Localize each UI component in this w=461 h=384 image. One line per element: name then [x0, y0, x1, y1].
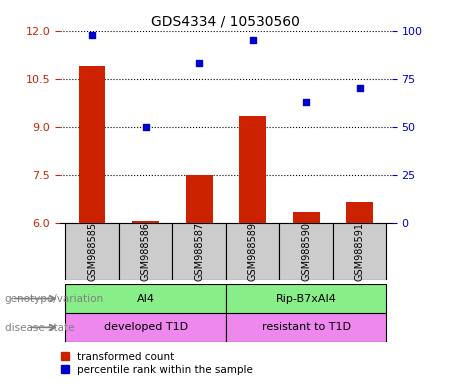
Bar [239, 116, 266, 223]
Text: genotype/variation: genotype/variation [5, 294, 104, 304]
FancyBboxPatch shape [226, 223, 279, 280]
Point [195, 60, 203, 66]
Text: GSM988589: GSM988589 [248, 222, 258, 281]
FancyBboxPatch shape [279, 223, 333, 280]
Title: GDS4334 / 10530560: GDS4334 / 10530560 [152, 14, 300, 28]
Text: AI4: AI4 [136, 293, 154, 304]
Point [89, 31, 96, 38]
Text: developed T1D: developed T1D [104, 322, 188, 333]
Text: resistant to T1D: resistant to T1D [262, 322, 351, 333]
Bar [132, 221, 159, 223]
Legend: transformed count, percentile rank within the sample: transformed count, percentile rank withi… [60, 352, 253, 375]
Point [356, 85, 363, 91]
FancyBboxPatch shape [226, 284, 386, 313]
Text: GSM988585: GSM988585 [87, 222, 97, 281]
Text: disease state: disease state [5, 323, 74, 333]
FancyBboxPatch shape [65, 284, 226, 313]
FancyBboxPatch shape [172, 223, 226, 280]
Point [302, 99, 310, 105]
Point [142, 124, 149, 130]
FancyBboxPatch shape [119, 223, 172, 280]
Text: GSM988587: GSM988587 [194, 222, 204, 281]
Bar [186, 175, 213, 223]
Bar [346, 202, 373, 223]
Text: GSM988591: GSM988591 [355, 222, 365, 281]
Bar [293, 212, 319, 223]
FancyBboxPatch shape [65, 313, 226, 342]
Point [249, 37, 256, 43]
Text: GSM988590: GSM988590 [301, 222, 311, 281]
FancyBboxPatch shape [333, 223, 386, 280]
Bar [79, 66, 106, 223]
Text: Rip-B7xAI4: Rip-B7xAI4 [276, 293, 337, 304]
FancyBboxPatch shape [226, 313, 386, 342]
FancyBboxPatch shape [65, 223, 119, 280]
Text: GSM988586: GSM988586 [141, 222, 151, 281]
